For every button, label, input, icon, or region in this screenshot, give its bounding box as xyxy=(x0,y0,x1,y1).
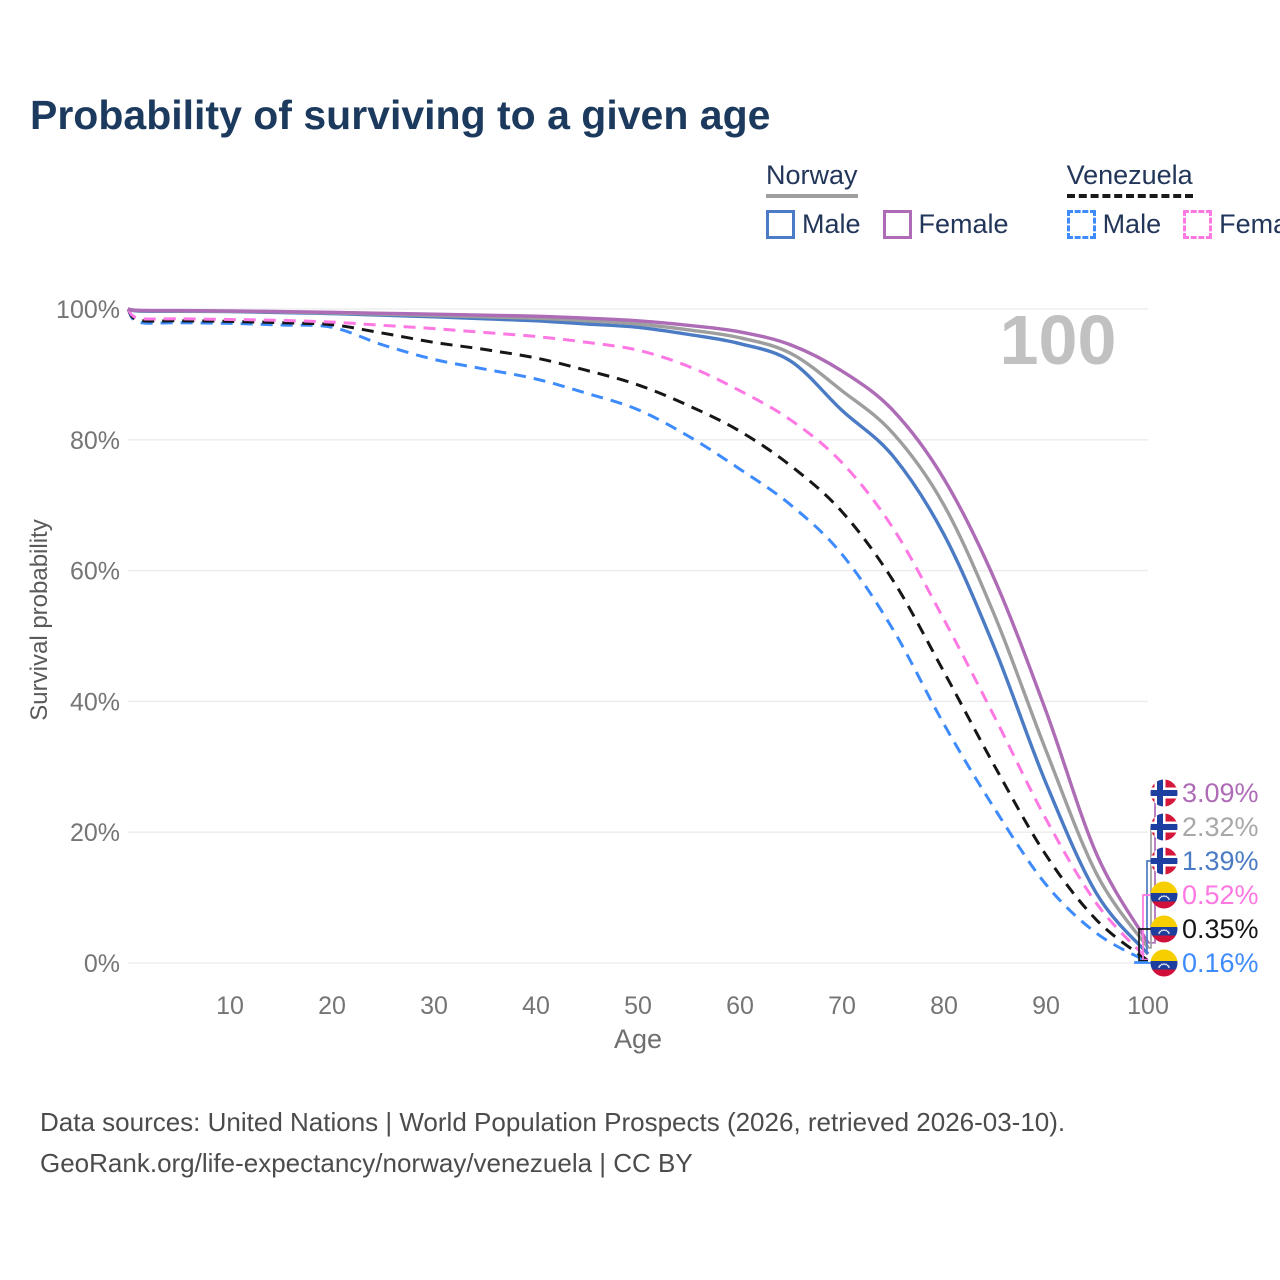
end-value-label: 2.32% xyxy=(1182,812,1259,842)
flag-venezuela-icon xyxy=(1150,881,1178,909)
end-value-label: 0.35% xyxy=(1182,914,1259,944)
end-label-connector xyxy=(1142,894,1151,961)
legend-label: Female xyxy=(1219,209,1280,239)
end-value-label: 0.52% xyxy=(1182,880,1259,910)
end-value-label: 3.09% xyxy=(1182,778,1259,808)
y-tick-label: 80% xyxy=(70,427,120,455)
data-sources-text: Data sources: United Nations | World Pop… xyxy=(40,1107,1066,1137)
y-tick-label: 60% xyxy=(70,558,120,586)
x-tick-label: 60 xyxy=(726,992,754,1020)
flag-venezuela-icon xyxy=(1150,949,1178,977)
legend-item-venezuela-female[interactable]: Female xyxy=(1183,209,1280,240)
end-label-connector xyxy=(1146,860,1151,955)
curve-venezuela-both[interactable] xyxy=(126,308,1149,962)
curve-norway-male[interactable] xyxy=(127,307,1150,956)
age-watermark: 100 xyxy=(1000,301,1117,379)
flag-venezuela-icon xyxy=(1150,915,1178,943)
curve-norway-both[interactable] xyxy=(127,307,1150,949)
curve-venezuela-male[interactable] xyxy=(126,308,1149,964)
flag-norway-icon xyxy=(1150,813,1178,841)
end-value-label: 1.39% xyxy=(1182,846,1259,876)
x-tick-label: 90 xyxy=(1032,992,1060,1020)
end-label-connector xyxy=(1134,961,1151,964)
legend-label: Female xyxy=(918,209,1009,239)
y-tick-label: 0% xyxy=(84,950,120,978)
x-tick-label: 70 xyxy=(828,992,856,1020)
norway-male-swatch-icon xyxy=(766,210,795,239)
legend-item-norway-male[interactable]: Male xyxy=(766,209,861,240)
flag-norway-icon xyxy=(1150,847,1178,875)
legend-group-norway: Norway Male Female xyxy=(766,160,1009,240)
attribution-text: GeoRank.org/life-expectancy/norway/venez… xyxy=(40,1148,693,1178)
legend: Norway Male Female Venezuela Male xyxy=(766,160,1280,240)
venezuela-female-swatch-icon xyxy=(1183,210,1213,239)
page-title: Probability of surviving to a given age xyxy=(30,92,771,138)
y-tick-label: 20% xyxy=(70,819,120,847)
legend-item-venezuela-male[interactable]: Male xyxy=(1066,209,1162,240)
legend-country-venezuela[interactable]: Venezuela xyxy=(1066,160,1193,198)
curve-venezuela-female[interactable] xyxy=(126,307,1150,961)
flag-norway-icon xyxy=(1150,779,1178,807)
legend-country-norway[interactable]: Norway xyxy=(766,160,858,198)
x-tick-label: 20 xyxy=(318,992,346,1020)
legend-item-norway-female[interactable]: Female xyxy=(882,209,1009,240)
y-tick-label: 40% xyxy=(70,688,120,716)
x-tick-label: 50 xyxy=(624,992,652,1020)
venezuela-male-swatch-icon xyxy=(1066,210,1096,239)
x-axis-title: Age xyxy=(614,1024,662,1054)
x-tick-label: 100 xyxy=(1127,992,1169,1020)
x-tick-label: 40 xyxy=(522,992,550,1020)
end-label-connector xyxy=(1138,928,1151,962)
footer: Data sources: United Nations | World Pop… xyxy=(40,1102,1065,1184)
end-label-connector xyxy=(1148,827,1152,949)
x-tick-label: 10 xyxy=(216,992,244,1020)
legend-label: Male xyxy=(802,209,861,239)
x-tick-label: 80 xyxy=(930,992,958,1020)
y-axis-title: Survival probability xyxy=(26,519,53,720)
end-value-label: 0.16% xyxy=(1182,948,1259,978)
norway-female-swatch-icon xyxy=(882,210,912,239)
y-tick-label: 100% xyxy=(56,296,120,324)
curve-norway-female[interactable] xyxy=(127,307,1150,944)
legend-group-venezuela: Venezuela Male Female xyxy=(1066,160,1280,240)
x-tick-label: 30 xyxy=(420,992,448,1020)
legend-label: Male xyxy=(1102,209,1162,239)
